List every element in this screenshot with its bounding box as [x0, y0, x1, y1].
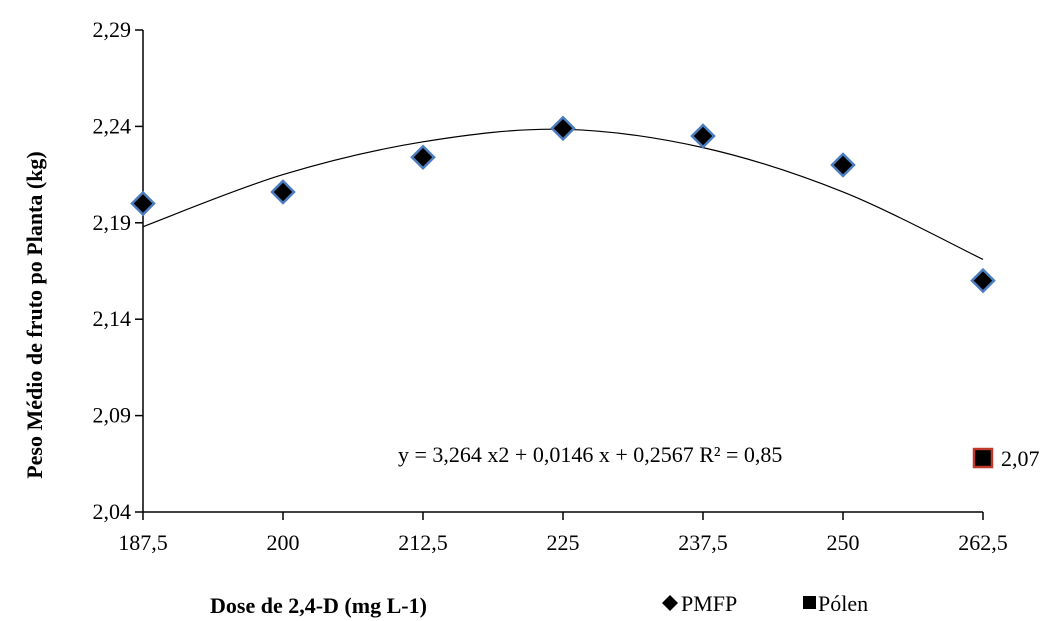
pmfp-point	[690, 123, 716, 149]
axes: 2,04 2,09 2,14 2,19 2,24 2,29 187,5 200 212,5 22…	[93, 17, 1008, 555]
data-marks: 2,07	[130, 115, 1040, 471]
y-axis-title: Peso Médio de fruto po Planta (kg)	[22, 151, 47, 479]
x-tick-label: 225	[547, 530, 580, 555]
pmfp-point	[550, 115, 576, 142]
trendline-equation: y = 3,264 x2 + 0,0146 x + 0,2567 R² = 0,…	[398, 442, 782, 467]
x-axis-title: Dose de 2,4-D (mg L-1)	[210, 593, 427, 618]
x-tick-label: 237,5	[678, 530, 728, 555]
legend-pmfp-label: PMFP	[681, 591, 737, 616]
y-tick-label: 2,04	[93, 499, 132, 524]
y-tick-label: 2,14	[93, 306, 132, 331]
pmfp-point	[130, 190, 156, 217]
x-tick-label: 262,5	[958, 530, 1008, 555]
legend-polen-marker	[803, 596, 816, 609]
polen-data-label: 2,07	[1001, 446, 1040, 471]
x-ticks: 187,5 200 212,5 225 237,5 250 262,5	[118, 512, 1008, 555]
legend-pmfp-marker	[662, 595, 678, 611]
x-tick-label: 250	[827, 530, 860, 555]
pmfp-point	[970, 267, 996, 294]
x-tick-label: 212,5	[398, 530, 448, 555]
y-tick-label: 2,19	[93, 210, 132, 235]
x-tick-label: 200	[267, 530, 300, 555]
x-tick-label: 187,5	[118, 530, 168, 555]
y-tick-label: 2,09	[93, 403, 132, 428]
y-ticks: 2,04 2,09 2,14 2,19 2,24 2,29	[93, 17, 143, 524]
polen-point	[972, 447, 994, 469]
y-tick-label: 2,29	[93, 17, 132, 42]
trendline-curve	[142, 128, 984, 260]
pmfp-point	[410, 144, 436, 171]
pmfp-point	[270, 179, 296, 205]
pmfp-point	[830, 152, 856, 178]
legend: PMFP Pólen	[662, 591, 868, 616]
legend-polen-label: Pólen	[818, 591, 868, 616]
y-tick-label: 2,24	[93, 113, 132, 138]
